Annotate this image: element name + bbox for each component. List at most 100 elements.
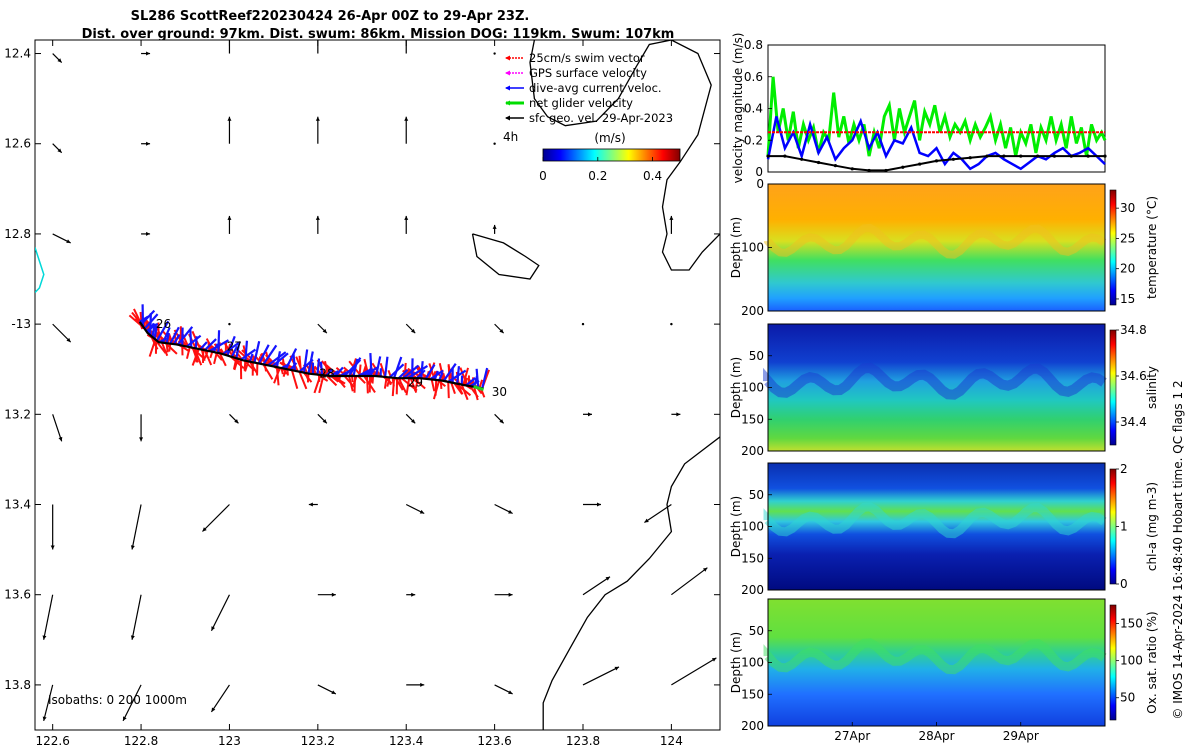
- current-vector: [407, 364, 429, 380]
- swim-vector: [366, 375, 369, 394]
- legend-arrowhead: [505, 85, 510, 91]
- geo-velocity-vector: [228, 322, 231, 326]
- profile-colorbar-tick-label: 34.4: [1120, 415, 1147, 429]
- swim-vector: [325, 374, 338, 387]
- profile-x-tick-label: 28Apr: [918, 729, 954, 743]
- coastline-south: [542, 436, 720, 730]
- swim-vector: [430, 379, 436, 392]
- geo-velocity-vector: [493, 142, 496, 145]
- swim-vector: [243, 360, 247, 371]
- map-panel: 122.6 122.8 123 123.2 123.4 123.6 123.8 124 12.4…: [4, 39, 721, 748]
- geo-velocity-vector: [404, 215, 409, 234]
- geo-velocity-vector: [405, 413, 416, 424]
- swim-vector: [450, 382, 456, 395]
- velocity-point: [901, 165, 905, 169]
- geo-velocity-vector: [317, 413, 328, 424]
- map-x-tick-label: 122.6: [35, 734, 69, 748]
- current-vector: [149, 313, 152, 336]
- vector-head: [588, 412, 592, 417]
- profile-colorbar-tick-label: 0: [1120, 577, 1128, 591]
- current-vector: [204, 338, 217, 351]
- vector-shaft: [43, 684, 54, 722]
- swim-vector: [462, 367, 469, 386]
- profile-colorbar-tick-label: 100: [1120, 654, 1143, 668]
- current-vector: [284, 348, 298, 370]
- geo-velocity-vector: [317, 323, 328, 334]
- current-vector: [375, 356, 382, 377]
- geo-velocity-vector: [493, 52, 496, 55]
- vector-shaft: [210, 684, 230, 713]
- swim-vector: [213, 352, 218, 365]
- vector-head: [597, 502, 601, 507]
- swim-vector: [391, 377, 396, 397]
- vector-shaft: [131, 594, 142, 640]
- geo-velocity-vector: [405, 503, 425, 515]
- velocity-point: [850, 167, 854, 171]
- current-vector: [235, 343, 241, 359]
- geo-velocity-vector: [42, 594, 54, 640]
- current-vector: [302, 349, 309, 373]
- profile-y-tick-label: 100: [741, 656, 764, 670]
- geo-velocity-vector: [494, 592, 513, 597]
- current-vector: [433, 370, 439, 381]
- vector-shaft: [122, 684, 142, 722]
- vector-head: [499, 328, 504, 334]
- vector-head: [42, 716, 47, 721]
- current-vector: [424, 364, 436, 380]
- swim-vector: [456, 383, 464, 395]
- velocity-ylabel: velocity magnitude (m/s): [731, 33, 745, 184]
- swim-vector: [185, 346, 191, 359]
- track-day-label: 30: [492, 385, 507, 399]
- swim-vector: [282, 368, 287, 377]
- current-vector: [155, 320, 170, 342]
- profile-ylabel: Depth (m): [729, 496, 743, 557]
- vector-dot: [670, 322, 673, 326]
- velocity-point: [1052, 154, 1057, 158]
- vector-dot: [228, 322, 231, 326]
- swim-vector: [348, 375, 354, 392]
- current-vector: [325, 368, 333, 377]
- profile-y-tick-label: 150: [741, 687, 764, 701]
- geo-velocity-vector: [130, 504, 142, 550]
- map-y-tick-label: 12.4: [4, 47, 31, 61]
- profile-y-tick-label: 150: [741, 551, 764, 565]
- track-day-label: 27: [227, 340, 242, 354]
- vector-head: [146, 141, 151, 146]
- swim-vector: [439, 380, 443, 390]
- legend-label: GPS surface velocity: [529, 66, 647, 80]
- geo-velocity-vector: [583, 412, 592, 417]
- vector-dot: [493, 142, 496, 145]
- profile-colorbar-label: temperature (°C): [1145, 196, 1159, 299]
- velocity-point: [1103, 154, 1107, 158]
- current-vector: [420, 361, 424, 379]
- profile-x-tick-label: 29Apr: [1003, 729, 1039, 743]
- vector-head: [492, 224, 497, 229]
- island-outline: [471, 233, 540, 280]
- current-vector: [172, 334, 181, 345]
- profile-x-tick-label: 27Apr: [834, 729, 870, 743]
- current-vector: [153, 325, 158, 339]
- geo-velocity-vector: [308, 502, 318, 507]
- current-vector: [169, 326, 180, 345]
- map-day-labels: 26 27 28 29 30: [156, 317, 507, 399]
- vector-shaft: [671, 567, 708, 596]
- geo-velocity-vector: [644, 504, 672, 524]
- geo-velocity-vector: [582, 666, 620, 686]
- vector-head: [676, 412, 681, 417]
- profile-y-tick-label: 100: [741, 520, 764, 534]
- current-vector: [230, 345, 239, 358]
- profile-colorbar-label: salinity: [1145, 366, 1159, 409]
- vector-head: [702, 567, 708, 572]
- velocity-y-tick-label: 0: [755, 165, 763, 179]
- profile-y-tick-label: 150: [741, 412, 764, 426]
- geo-velocity-vector: [581, 322, 585, 326]
- vector-head: [227, 116, 232, 121]
- swim-vector: [165, 343, 169, 353]
- current-vector: [357, 368, 372, 377]
- geo-velocity-vector: [404, 116, 409, 144]
- vector-head: [202, 527, 207, 532]
- title-line-1: SL286 ScottReef220230424 26-Apr 00Z to 2…: [131, 9, 530, 24]
- velocity-y-tick-label: 0.8: [744, 38, 763, 52]
- current-vector: [257, 344, 270, 365]
- vector-head: [57, 58, 62, 63]
